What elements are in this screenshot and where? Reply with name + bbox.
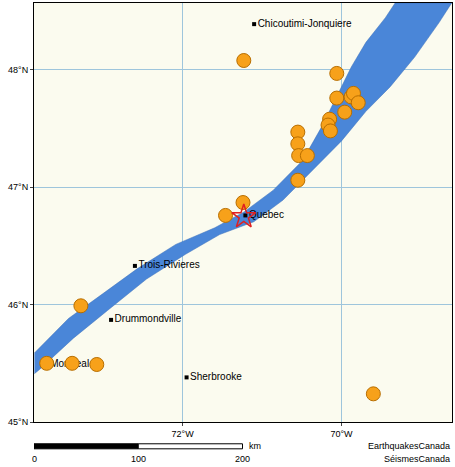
- svg-text:47°N: 47°N: [8, 182, 28, 192]
- svg-text:45°N: 45°N: [8, 417, 28, 427]
- svg-text:EarthquakesCanada: EarthquakesCanada: [368, 441, 450, 451]
- svg-text:46°N: 46°N: [8, 300, 28, 310]
- svg-text:100: 100: [131, 454, 146, 464]
- svg-text:72°W: 72°W: [172, 429, 195, 439]
- svg-text:200: 200: [235, 454, 250, 464]
- svg-text:SéismesCanada: SéismesCanada: [384, 454, 450, 464]
- svg-text:Drummondville: Drummondville: [115, 313, 182, 324]
- svg-text:Chicoutimi-Jonquiere: Chicoutimi-Jonquiere: [258, 18, 352, 29]
- svg-text:48°N: 48°N: [8, 65, 28, 75]
- svg-text:km: km: [249, 441, 261, 451]
- svg-text:Sherbrooke: Sherbrooke: [190, 371, 242, 382]
- svg-text:Montreal: Montreal: [50, 358, 89, 369]
- svg-text:70°W: 70°W: [330, 429, 353, 439]
- svg-text:Quebec: Quebec: [249, 209, 284, 220]
- svg-text:Trois-Rivieres: Trois-Rivieres: [138, 259, 199, 270]
- svg-text:0: 0: [32, 454, 37, 464]
